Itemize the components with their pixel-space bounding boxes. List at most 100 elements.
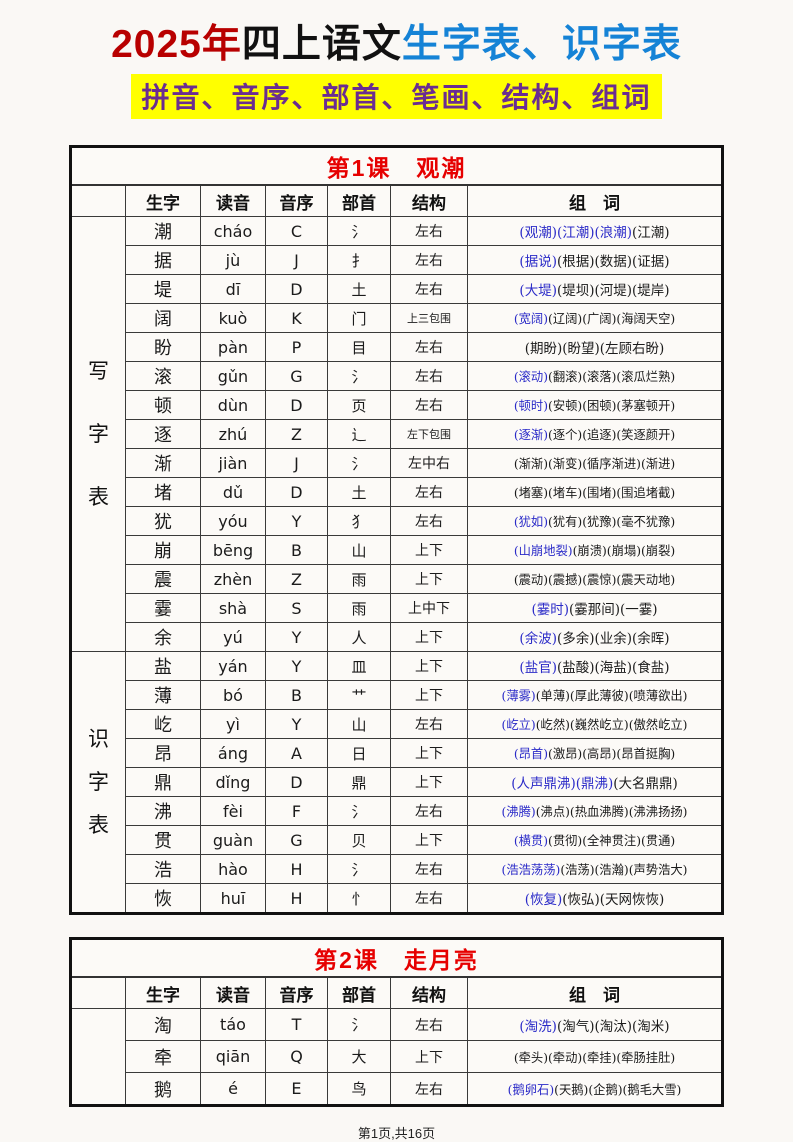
radical-cell: 辶 <box>326 419 391 449</box>
alphabetical-initial-cell: J <box>264 245 328 275</box>
word-plain: (崩溃)(崩塌)(崩裂) <box>572 544 676 558</box>
table-row: 淘 táo T 氵左右 (淘洗)(淘气)(淘汰)(淘米) <box>69 1008 724 1106</box>
table-row: 鹅 é E 鸟左右 (鹅卵石)(天鹅)(企鹅)(鹅毛大雪) <box>70 1072 724 1106</box>
structure-cell: 左右 <box>389 361 468 391</box>
structure-cell: 上下 <box>389 622 468 652</box>
structure-cell: 上下 <box>389 680 468 710</box>
table-row: 崩 bēng B 山上下 (山崩地裂)(崩溃)(崩塌)(崩裂) <box>70 535 724 565</box>
pinyin-cell: hào <box>199 854 266 884</box>
character-cell: 牵 <box>124 1040 201 1073</box>
pinyin-cell: huī <box>199 883 266 914</box>
words-cell: (震动)(震撼)(震惊)(震天动地) <box>466 564 724 594</box>
pinyin-cell: cháo <box>199 216 266 246</box>
structure-cell: 上下 <box>389 767 468 797</box>
radical-cell: 雨 <box>326 593 391 623</box>
word-highlight: (盐官) <box>519 660 557 676</box>
radical-cell: 艹 <box>326 680 391 710</box>
alphabetical-initial-cell: G <box>264 825 328 855</box>
character-cell: 犹 <box>124 506 201 536</box>
structure-cell: 左右 <box>389 245 468 275</box>
page-number: 第1页,共16页 <box>357 1126 436 1141</box>
structure-cell: 左右 <box>389 796 468 826</box>
character-cell: 沸 <box>124 796 201 826</box>
pinyin-cell: dùn <box>199 390 266 420</box>
pinyin-cell: zhèn <box>199 564 266 594</box>
table-row: 浩 hào H 氵左右 (浩浩荡荡)(浩荡)(浩瀚)(声势浩大) <box>70 854 724 884</box>
pinyin-cell: jù <box>199 245 266 275</box>
title-table-names: 生字表、识字表 <box>401 23 682 66</box>
words-cell: (余波)(多余)(业余)(余晖) <box>466 622 724 652</box>
character-cell: 堵 <box>124 477 201 507</box>
radical-cell: 日 <box>326 738 391 768</box>
word-plain: (天鹅)(企鹅)(鹅毛大雪) <box>554 1082 682 1097</box>
column-header: 组 词 <box>466 184 724 217</box>
alphabetical-initial-cell: Q <box>264 1040 328 1073</box>
structure-cell: 左右 <box>389 332 468 362</box>
column-header: 部首 <box>326 184 391 217</box>
word-plain: (沸点)(热血沸腾)(沸沸扬扬) <box>535 805 688 819</box>
alphabetical-initial-cell: S <box>264 593 328 623</box>
word-highlight: (观潮)(江潮)(浪潮) <box>519 225 633 241</box>
radical-cell: 页 <box>326 390 391 420</box>
character-cell: 盐 <box>124 651 201 681</box>
alphabetical-initial-cell: Y <box>264 709 328 739</box>
character-cell: 堤 <box>124 274 201 304</box>
radical-cell: 大 <box>326 1040 391 1073</box>
pinyin-cell: kuò <box>199 303 266 333</box>
alphabetical-initial-cell: D <box>264 274 328 304</box>
radical-cell: 氵 <box>326 1008 391 1041</box>
word-plain: (渐渐)(渐变)(循序渐进)(渐进) <box>513 457 676 471</box>
alphabetical-initial-cell: F <box>264 796 328 826</box>
word-highlight: (逐渐) <box>513 428 549 442</box>
lesson-title: 第2课 走月亮 <box>69 938 724 978</box>
alphabetical-initial-cell: K <box>264 303 328 333</box>
word-highlight: (薄雾) <box>501 689 536 703</box>
structure-cell: 上下 <box>389 564 468 594</box>
alphabetical-initial-cell: J <box>264 448 328 478</box>
word-plain: (辽阔)(广阔)(海阔天空) <box>548 312 676 326</box>
structure-cell: 左下包围 <box>389 419 468 449</box>
radical-cell: 土 <box>326 477 391 507</box>
radical-cell: 鼎 <box>326 767 391 797</box>
words-cell: (滚动)(翻滚)(滚落)(滚瓜烂熟) <box>466 361 724 391</box>
words-cell: (逐渐)(逐个)(追逐)(笑逐颜开) <box>466 419 724 449</box>
word-plain: (霎那间)(一霎) <box>568 602 658 618</box>
lesson-table: 第1课 观潮 生字 读音 音序 部首 结构组 词写字表潮 cháo C 氵左右 (观潮)(江潮)(… <box>68 145 725 915</box>
column-header-row: 生字 读音 音序 部首 结构组 词 <box>69 976 724 1009</box>
words-cell: (观潮)(江潮)(浪潮)(江潮) <box>466 216 724 246</box>
pinyin-cell: dī <box>199 274 266 304</box>
structure-cell: 上中下 <box>389 593 468 623</box>
table-row: 阔 kuò K 门上三包围 (宽阔)(辽阔)(广阔)(海阔天空) <box>70 303 724 333</box>
character-cell: 恢 <box>124 883 201 914</box>
word-highlight: (沸腾) <box>501 805 536 819</box>
word-plain: (大名鼎鼎) <box>613 776 678 792</box>
pinyin-cell: é <box>199 1072 266 1106</box>
word-highlight: (滚动) <box>513 370 549 384</box>
words-cell: (期盼)(盼望)(左顾右盼) <box>466 332 724 362</box>
table-row: 霎 shà S 雨上中下 (霎时)(霎那间)(一霎) <box>70 593 724 623</box>
alphabetical-initial-cell: D <box>264 390 328 420</box>
structure-cell: 左中右 <box>389 448 468 478</box>
word-highlight: (余波) <box>519 631 557 647</box>
radical-cell: 门 <box>326 303 391 333</box>
lesson-table: 第2课 走月亮 生字 读音 音序 部首 结构组 词淘 táo T 氵左右 (淘洗)(淘气)(淘汰)… <box>68 937 724 1107</box>
page-title: 2025年四上语文生字表、识字表 <box>0 20 793 70</box>
word-plain: (翻滚)(滚落)(滚瓜烂熟) <box>548 370 676 384</box>
table-row: 堵 dǔ D 土左右 (堵塞)(堵车)(围堵)(围追堵截) <box>70 477 724 507</box>
lesson-title-row: 第2课 走月亮 <box>69 938 724 978</box>
radical-cell: 皿 <box>326 651 391 681</box>
pinyin-cell: táo <box>199 1008 266 1041</box>
pinyin-cell: pàn <box>199 332 266 362</box>
section-label: 识字表 <box>69 651 126 914</box>
table-row: 盼 pàn P 目左右 (期盼)(盼望)(左顾右盼) <box>70 332 724 362</box>
structure-cell: 上下 <box>389 1040 468 1073</box>
words-cell: (渐渐)(渐变)(循序渐进)(渐进) <box>466 448 724 478</box>
section-label: 写字表 <box>69 216 126 652</box>
alphabetical-initial-cell: Z <box>264 564 328 594</box>
character-cell: 浩 <box>124 854 201 884</box>
character-cell: 震 <box>124 564 201 594</box>
lesson-title-row: 第1课 观潮 <box>69 146 724 186</box>
table-row: 震 zhèn Z 雨上下 (震动)(震撼)(震惊)(震天动地) <box>70 564 724 594</box>
table-row: 逐 zhú Z 辶左下包围 (逐渐)(逐个)(追逐)(笑逐颜开) <box>70 419 724 449</box>
word-highlight: (顿时) <box>513 399 549 413</box>
